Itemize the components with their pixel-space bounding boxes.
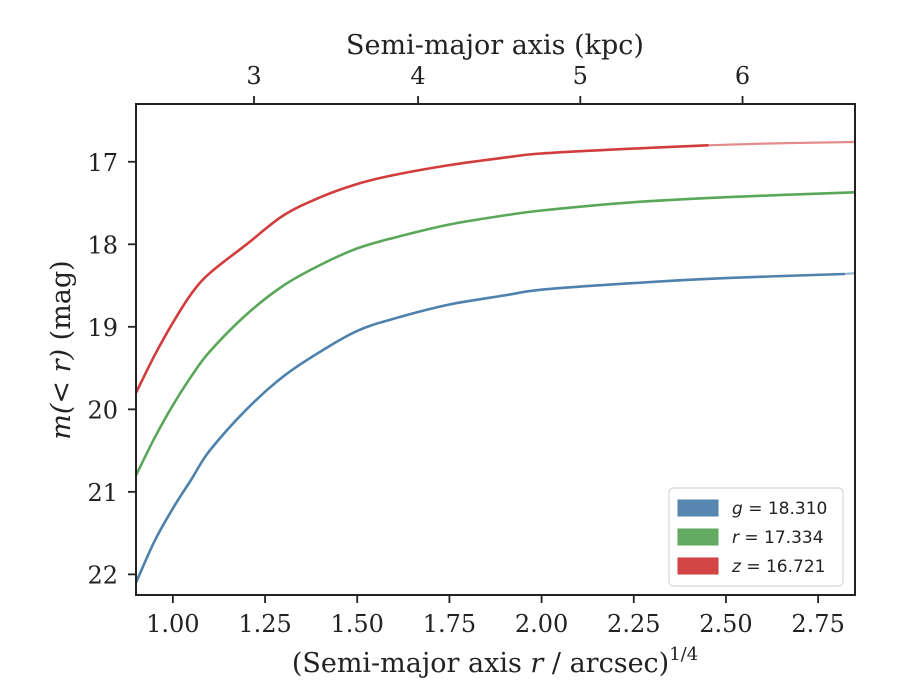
y-tick-label: 22	[87, 561, 118, 589]
series-g-extension	[843, 272, 855, 276]
top-tick-label: 3	[246, 62, 261, 90]
x-tick-label: 1.00	[146, 610, 199, 638]
x-tick-label: 1.25	[238, 610, 291, 638]
y-tick-label: 21	[87, 479, 118, 507]
y-axis-label: m(< r) (mag)	[46, 260, 77, 439]
y-tick-label: 18	[87, 231, 118, 259]
legend-label-r: r = 17.334	[732, 528, 824, 548]
top-x-axis-label: Semi-major axis (kpc)	[346, 30, 644, 61]
x-tick-label: 2.00	[515, 610, 568, 638]
legend: g = 18.310 r = 17.334 z = 16.721	[668, 487, 844, 587]
top-tick-label: 4	[410, 62, 425, 90]
y-axis-ticks: 17 18 19 20 21 22	[87, 149, 136, 589]
x-tick-label: 1.75	[423, 610, 476, 638]
x-axis-label: (Semi-major axis r / arcsec)1/4	[292, 644, 698, 679]
legend-swatch-r	[677, 528, 719, 546]
x-tick-label: 2.25	[607, 610, 660, 638]
y-tick-label: 17	[87, 149, 118, 177]
plot-frame	[135, 103, 856, 596]
legend-swatch-g	[677, 499, 719, 517]
top-tick-label: 6	[735, 62, 750, 90]
x-tick-label: 2.50	[699, 610, 752, 638]
series-layer	[136, 140, 855, 584]
top-tick-label: 5	[573, 62, 588, 90]
series-g-line	[136, 272, 846, 584]
x-tick-label: 1.50	[331, 610, 384, 638]
x-tick-label: 2.75	[791, 610, 844, 638]
x-axis-ticks: 1.00 1.25 1.50 1.75 2.00 2.25 2.50 2.75	[146, 595, 845, 638]
y-tick-label: 20	[87, 396, 118, 424]
legend-label-z: z = 16.721	[731, 557, 825, 577]
legend-label-g: g = 18.310	[732, 499, 827, 519]
series-z-extension	[707, 140, 855, 147]
series-z-line	[136, 144, 709, 395]
series-r-line	[136, 191, 855, 477]
legend-swatch-z	[677, 557, 719, 575]
y-tick-label: 19	[87, 314, 118, 342]
top-axis-ticks: 3 4 5 6	[246, 62, 750, 104]
